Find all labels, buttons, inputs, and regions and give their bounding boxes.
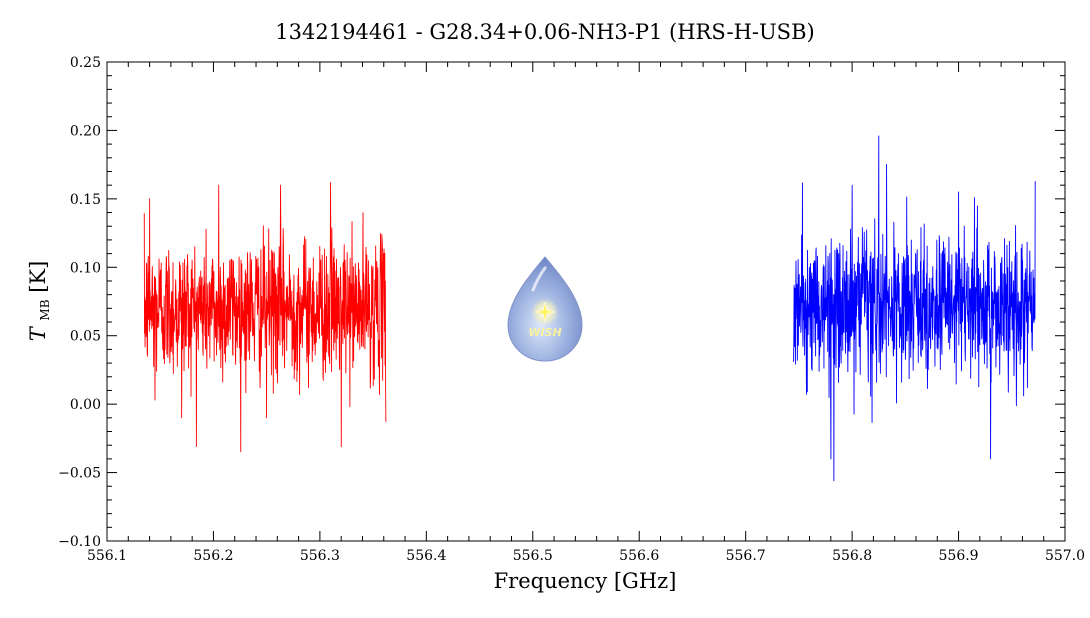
y-axis-label-subscript: MB [38,299,52,320]
x-tick-label: 556.8 [832,548,872,564]
series-layer [143,135,1036,482]
x-tick-label: 556.3 [300,548,340,564]
y-axis-label: T MB [K] [26,261,54,342]
x-tick-label: 556.2 [193,548,233,564]
series-line-red [143,181,387,453]
y-tick-label: −0.05 [58,466,101,482]
y-tick-label: −0.10 [58,534,101,550]
x-tick-label: 556.6 [619,548,659,564]
svg-text:T MB [K]: T MB [K] [26,261,54,342]
y-tick-label: 0.20 [70,123,101,139]
x-tick-label: 556.9 [939,548,979,564]
x-axis-label: Frequency [GHz] [494,569,677,593]
y-axis-label-symbol: T [26,325,50,341]
x-tick-label: 557.0 [1045,548,1085,564]
wish-logo: WISH [507,256,583,362]
y-tick-label: 0.00 [70,397,101,413]
series-line-blue [793,135,1036,482]
chart-title: 1342194461 - G28.34+0.06-NH3-P1 (HRS-H-U… [275,20,814,44]
axis-ticks [106,61,1066,542]
x-tick-label: 556.4 [406,548,446,564]
plot-frame [106,61,1066,542]
y-tick-label: 0.05 [70,329,101,345]
x-tick-label: 556.1 [87,548,127,564]
x-tick-label: 556.5 [513,548,553,564]
y-tick-label: 0.10 [70,260,101,276]
x-tick-label: 556.7 [726,548,766,564]
y-tick-label: 0.25 [70,55,101,71]
logo-label: WISH [528,326,561,339]
y-axis-label-unit: [K] [26,261,50,293]
tick-labels: 556.1 556.2 556.3 556.4 556.5 556.6 556.7 556.8… [58,55,1085,564]
y-tick-label: 0.15 [70,192,101,208]
